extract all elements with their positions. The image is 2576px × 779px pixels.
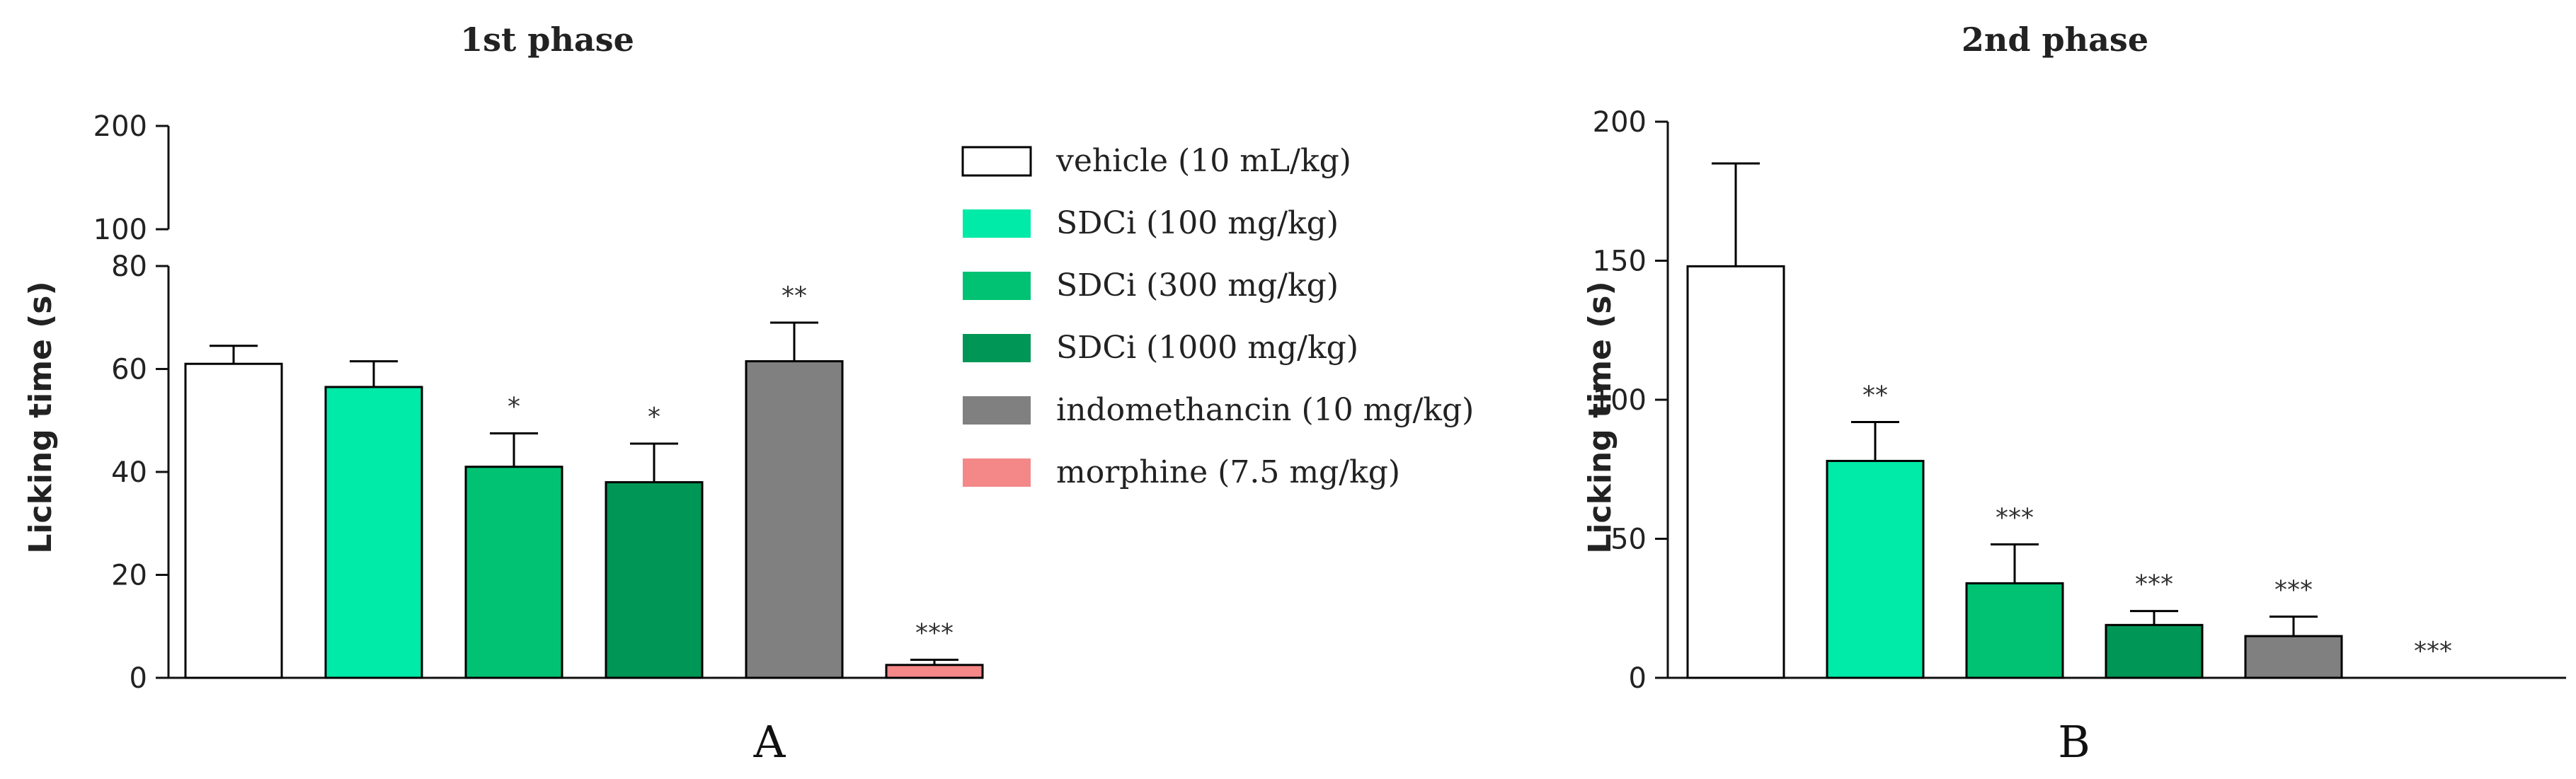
panel-b-y-axis-label: Licking time (s) [1582,281,1618,553]
panel-b-title: 2nd phase [1962,21,2148,59]
panel-a-significance-label: ** [782,282,807,311]
panel-a-significance-label: * [508,392,520,421]
panel-a-y-tick-label: 60 [111,354,147,386]
panel-b-bars: ******** ****** [1686,162,2452,679]
legend-swatch [963,209,1031,238]
panel-b-label: B [2058,716,2090,768]
panel-b-bar [2244,635,2343,679]
panel-b-bar [1686,265,1785,679]
panel-a: 1st phase Licking time (s) 0 20 40 60 80 100 2… [23,21,984,768]
panel-b-bar [2105,623,2204,679]
legend-swatch [963,334,1031,362]
panel-a-y-tick-label: 0 [130,662,147,695]
panel-a-y-tick-label: 20 [111,560,147,592]
panel-b-axes [1666,122,2566,679]
legend-item-label: SDCi (1000 mg/kg) [1056,330,1358,366]
panel-b-significance-label: *** [2274,576,2313,605]
legend-item-label: morphine (7.5 mg/kg) [1056,454,1400,490]
legend-swatch [963,272,1031,300]
panel-a-y-tick-label: 80 [111,250,147,283]
panel-a-title: 1st phase [460,21,634,59]
panel-b-y-tick-label: 200 [1593,106,1647,139]
panel-a-y-ticks: 0 20 40 60 80 100 200 [93,110,168,695]
panel-a-bar [745,360,844,679]
panel-b-bar [1826,459,1925,679]
panel-b-y-tick-label: 100 [1593,384,1647,417]
panel-b-y-ticks: 0 50 100 150 200 [1593,106,1668,695]
panel-a-bar [184,362,283,679]
legend-item-label: indomethancin (10 mg/kg) [1056,392,1474,428]
legend-swatch [963,396,1031,425]
legend-item-label: SDCi (100 mg/kg) [1056,205,1339,241]
panel-a-bar [605,481,704,679]
panel-a-bar [885,664,984,679]
legend-swatch [961,146,1032,177]
panel-b-y-tick-label: 150 [1593,246,1647,278]
panel-b-significance-label: *** [1996,503,2034,532]
legend: vehicle (10 mL/kg) SDCi (100 mg/kg) SDCi (… [961,143,1474,490]
panel-b-significance-label: ** [1862,381,1888,410]
panel-b-y-tick-label: 50 [1610,524,1647,556]
legend-swatch [963,458,1031,487]
panel-a-bars: * ****** [184,282,984,679]
panel-a-significance-label: *** [915,619,954,648]
panel-a-significance-label: * [648,403,660,432]
panel-a-y-tick-label: 40 [111,456,147,489]
legend-item-label: vehicle (10 mL/kg) [1055,143,1351,179]
panel-b-significance-label: *** [2135,570,2173,599]
legend-item-label: SDCi (300 mg/kg) [1056,267,1339,304]
panel-a-y-tick-label: 200 [93,110,147,143]
panel-a-label: A [753,716,786,768]
panel-b-significance-label: *** [2414,637,2452,666]
panel-b-bar [1965,582,2064,679]
panel-b-y-tick-label: 0 [1629,662,1647,695]
panel-a-y-axis-label: Licking time (s) [23,281,59,553]
panel-a-bar [464,466,563,679]
panel-a-y-tick-label: 100 [93,214,147,246]
panel-a-bar [324,386,423,679]
panel-b: 2nd phase Licking time (s) 050100150200 … [1582,21,2566,768]
